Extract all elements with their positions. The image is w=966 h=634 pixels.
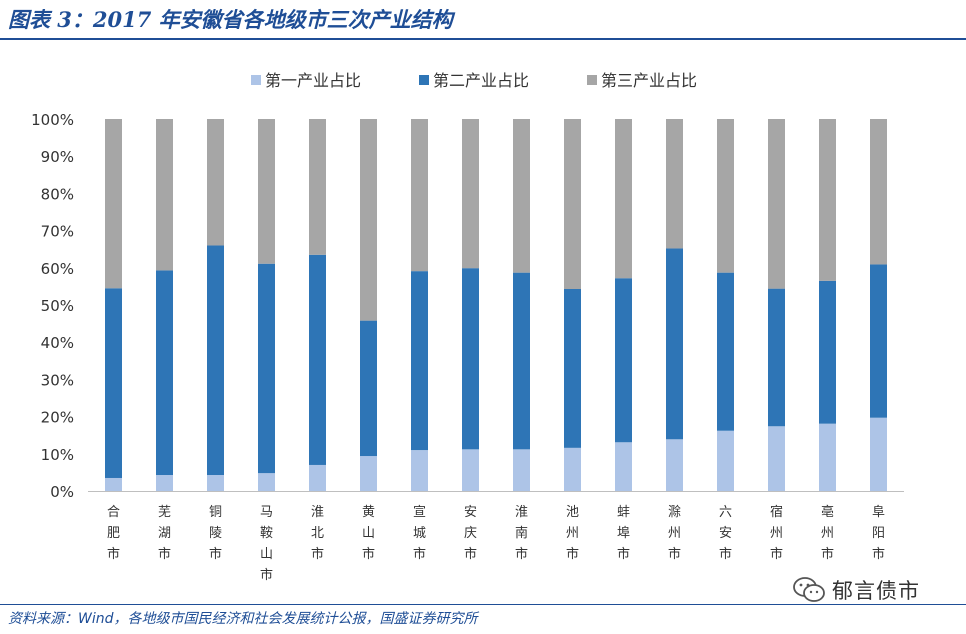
x-tick-label: 蚌埠市 <box>617 505 630 562</box>
legend-swatch <box>587 75 597 85</box>
bar-segment <box>411 450 428 491</box>
y-tick-label: 40% <box>41 334 74 352</box>
bar-segment <box>717 430 734 491</box>
stacked-bar-chart: 第一产业占比 第二产业占比 第三产业占比 0% 10% 20% 30% 40% 50% 60% 7… <box>31 71 904 583</box>
bar-segment <box>156 270 173 476</box>
bar-segment <box>207 119 224 246</box>
watermark-text: 郁言债市 <box>832 579 920 603</box>
x-tick-label: 淮北市 <box>311 505 324 562</box>
bar-segment <box>819 280 836 424</box>
y-tick-label: 20% <box>41 409 74 427</box>
x-tick-label: 池州市 <box>566 505 579 562</box>
bar-segment <box>564 289 581 448</box>
bar-segment <box>615 442 632 491</box>
bar-segment <box>258 263 275 474</box>
bar-segment <box>411 119 428 272</box>
x-tick-label: 阜阳市 <box>872 504 885 562</box>
x-axis-labels: 合肥市 芜湖市 铜陵市 马鞍山市 淮北市 黄山市 宣城市 安庆市 淮南市 池州市 蚌埠市 滁州市 六安市… <box>107 504 885 583</box>
bar-segment <box>666 439 683 491</box>
y-tick-label: 90% <box>41 148 74 166</box>
legend-swatch <box>251 75 261 85</box>
bar-segment <box>258 473 275 491</box>
bar-segment <box>819 119 836 281</box>
bar-segment <box>870 119 887 265</box>
bar-segment <box>870 264 887 418</box>
x-tick-label: 亳州市 <box>821 504 834 562</box>
bar-segment <box>156 119 173 271</box>
bar-segment <box>462 119 479 269</box>
x-tick-label: 黄山市 <box>362 505 375 562</box>
bar-segment <box>105 288 122 478</box>
legend-label: 第一产业占比 <box>265 71 361 90</box>
bar-segment <box>309 254 326 465</box>
bar-segment <box>207 245 224 476</box>
x-tick-label: 合肥市 <box>107 505 120 562</box>
y-tick-label: 100% <box>31 111 74 129</box>
source-note: 资料来源：Wind，各地级市国民经济和社会发展统计公报，国盛证券研究所 <box>8 611 478 627</box>
bar-segment <box>309 464 326 491</box>
x-tick-label: 淮南市 <box>515 505 528 562</box>
bar-segment <box>309 119 326 255</box>
bar-segment <box>513 272 530 450</box>
footer-rule <box>0 604 966 605</box>
y-tick-label: 30% <box>41 371 74 389</box>
bar-segment <box>717 119 734 273</box>
bar-segment <box>462 268 479 450</box>
x-tick-label: 六安市 <box>719 505 732 562</box>
bars <box>105 119 887 491</box>
bar-segment <box>156 475 173 491</box>
bar-segment <box>513 119 530 273</box>
bar-segment <box>666 119 683 249</box>
bar-segment <box>105 119 122 289</box>
chart-title: 图表 3：2017 年安徽省各地级市三次产业结构 <box>8 7 453 32</box>
bar-segment <box>819 423 836 491</box>
bar-segment <box>768 119 785 289</box>
title-rule <box>0 38 966 40</box>
bar-segment <box>258 119 275 264</box>
bar-segment <box>411 271 428 451</box>
bar-segment <box>768 288 785 427</box>
bar-segment <box>360 119 377 321</box>
bar-segment <box>105 477 122 491</box>
bar-segment <box>615 278 632 443</box>
bar-segment <box>207 475 224 491</box>
legend-swatch <box>419 75 429 85</box>
bar-segment <box>360 456 377 491</box>
x-tick-label: 宣城市 <box>413 504 426 562</box>
bar-segment <box>666 248 683 440</box>
bar-segment <box>717 272 734 431</box>
y-axis: 0% 10% 20% 30% 40% 50% 60% 70% 80% 90% 100% <box>31 111 74 501</box>
x-tick-label: 滁州市 <box>668 504 681 562</box>
wechat-icon <box>793 577 825 602</box>
x-tick-label: 马鞍山市 <box>260 505 273 583</box>
bar-segment <box>513 449 530 491</box>
bar-segment <box>564 447 581 491</box>
bar-segment <box>870 417 887 491</box>
y-tick-label: 0% <box>50 483 74 501</box>
y-tick-label: 60% <box>41 260 74 278</box>
bar-segment <box>768 426 785 491</box>
x-tick-label: 安庆市 <box>464 505 477 562</box>
bar-segment <box>615 119 632 279</box>
y-tick-label: 80% <box>41 185 74 203</box>
y-tick-label: 50% <box>41 297 74 315</box>
legend-label: 第二产业占比 <box>433 71 529 90</box>
x-tick-label: 芜湖市 <box>158 505 171 562</box>
bar-segment <box>360 320 377 457</box>
y-tick-label: 70% <box>41 223 74 241</box>
legend-label: 第三产业占比 <box>601 71 697 90</box>
bar-segment <box>564 119 581 290</box>
x-tick-label: 宿州市 <box>770 504 783 562</box>
watermark: 郁言债市 <box>792 574 920 606</box>
y-tick-label: 10% <box>41 446 74 464</box>
bar-segment <box>462 449 479 491</box>
legend: 第一产业占比 第二产业占比 第三产业占比 <box>251 71 697 90</box>
x-tick-label: 铜陵市 <box>209 505 222 562</box>
